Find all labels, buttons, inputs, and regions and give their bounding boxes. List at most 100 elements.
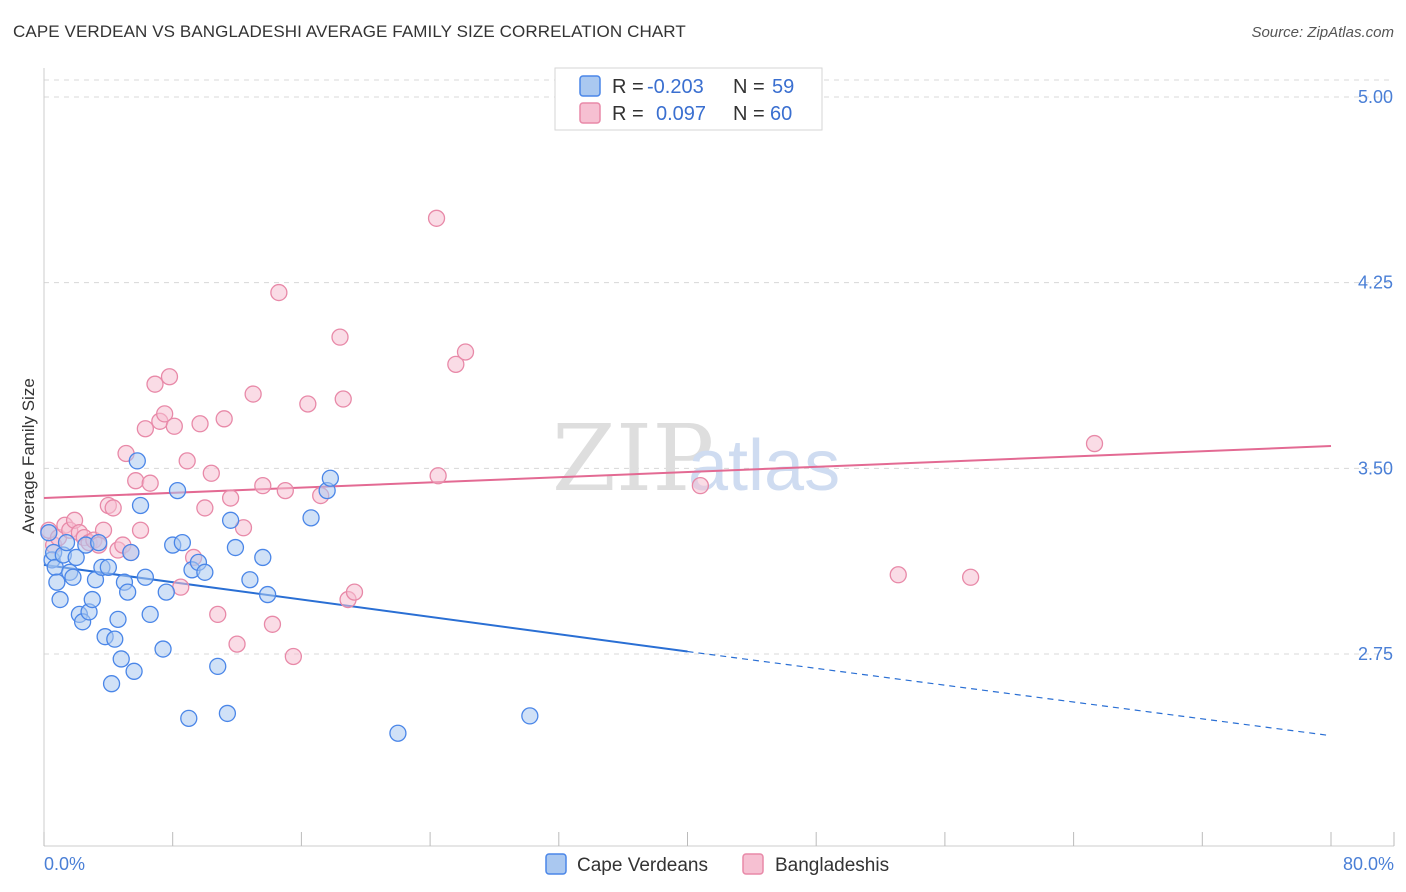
point-cape-verdean	[109, 610, 127, 628]
legend-swatch-pink	[579, 102, 601, 124]
point-bangladeshi	[221, 489, 240, 507]
point-bangladeshi	[141, 474, 159, 492]
series-legend-label-cape-verdeans: Cape Verdeans	[577, 855, 708, 876]
series-legend-swatch-bangladeshis	[742, 853, 764, 875]
point-cape-verdean	[302, 509, 320, 527]
point-bangladeshi	[429, 467, 447, 485]
point-cape-verdean	[196, 563, 214, 581]
point-cape-verdean	[141, 605, 159, 624]
legend-r-value-pink: 0.097	[656, 103, 706, 125]
chart-title: CAPE VERDEAN VS BANGLADESHI AVERAGE FAMI…	[13, 22, 686, 41]
y-tick-label: 3.50	[1358, 458, 1393, 478]
point-cape-verdean	[112, 650, 130, 668]
y-axis-title: Average Family Size	[19, 378, 38, 534]
point-cape-verdean	[226, 538, 245, 557]
x-tick-label-min: 0.0%	[44, 854, 85, 874]
point-bangladeshi	[427, 209, 446, 227]
point-bangladeshi	[961, 568, 980, 586]
point-bangladeshi	[104, 499, 122, 517]
point-bangladeshi	[209, 605, 227, 624]
y-tick-label: 4.25	[1358, 273, 1393, 293]
point-bangladeshi	[228, 635, 246, 653]
point-cape-verdean	[67, 548, 85, 567]
point-cape-verdean	[131, 496, 150, 515]
point-cape-verdean	[173, 533, 192, 552]
point-bangladeshi	[263, 615, 282, 633]
legend-r-value-blue: -0.203	[647, 76, 704, 98]
legend-n-label-pink: N =	[733, 103, 765, 125]
point-bangladeshi	[691, 477, 710, 495]
point-bangladeshi	[889, 566, 907, 584]
point-bangladeshi	[165, 417, 183, 435]
y-tick-label: 5.00	[1358, 87, 1393, 107]
point-cape-verdean	[57, 533, 76, 552]
point-bangladeshi	[447, 355, 465, 374]
point-cape-verdean	[40, 524, 58, 542]
point-bangladeshi	[334, 390, 352, 408]
watermark-zip: ZIP	[552, 405, 714, 512]
point-bangladeshi	[276, 481, 294, 500]
point-cape-verdean	[99, 558, 117, 577]
point-bangladeshi	[156, 405, 174, 423]
point-cape-verdean	[180, 709, 198, 728]
point-cape-verdean	[521, 707, 539, 725]
trend-line-cape-verdeans-extrapolated	[687, 650, 1332, 737]
point-cape-verdean	[321, 469, 340, 487]
grid-lines	[44, 79, 1394, 655]
x-tick-label-max: 80.0%	[1343, 854, 1394, 874]
legend-n-value-pink: 60	[770, 103, 792, 125]
point-bangladeshi	[160, 368, 179, 386]
point-cape-verdean	[64, 568, 82, 586]
stats-legend: R = -0.203 N = 59 R = 0.097 N = 60	[554, 67, 823, 131]
point-bangladeshi	[345, 583, 364, 601]
point-cape-verdean	[254, 548, 272, 567]
point-cape-verdean	[83, 590, 101, 609]
point-cape-verdean	[119, 583, 137, 601]
series-legend: Cape Verdeans Bangladeshis	[545, 853, 889, 876]
point-bangladeshi	[131, 521, 150, 539]
point-bangladeshi	[254, 477, 272, 495]
point-cape-verdean	[122, 543, 140, 562]
x-ticks	[43, 832, 1395, 846]
point-cape-verdean	[128, 452, 146, 470]
point-cape-verdean	[258, 585, 277, 604]
point-bangladeshi	[1085, 434, 1104, 453]
point-cape-verdean	[241, 571, 259, 589]
point-bangladeshi	[196, 499, 214, 517]
point-bangladeshi	[202, 464, 220, 482]
point-bangladeshi	[331, 328, 349, 346]
point-cape-verdean	[221, 511, 240, 529]
point-cape-verdean	[136, 568, 155, 586]
point-bangladeshi	[215, 410, 233, 428]
point-cape-verdean	[389, 724, 407, 742]
axes	[43, 68, 1394, 847]
point-cape-verdean	[90, 533, 108, 552]
legend-n-value-blue: 59	[772, 76, 794, 98]
point-bangladeshi	[136, 420, 155, 438]
point-cape-verdean	[125, 662, 143, 680]
data-points	[40, 209, 1104, 742]
point-bangladeshi	[146, 375, 164, 393]
source-label: Source: ZipAtlas.com	[1251, 24, 1394, 41]
point-cape-verdean	[218, 704, 237, 723]
series-legend-swatch-cape-verdeans	[545, 853, 567, 875]
y-tick-label: 2.75	[1358, 644, 1393, 664]
point-bangladeshi	[234, 519, 253, 537]
legend-n-label-blue: N =	[733, 76, 765, 98]
point-cape-verdean	[106, 630, 124, 648]
point-bangladeshi	[299, 395, 317, 413]
point-bangladeshi	[191, 415, 209, 433]
point-bangladeshi	[270, 283, 288, 302]
point-cape-verdean	[154, 640, 172, 658]
point-bangladeshi	[127, 472, 145, 490]
point-bangladeshi	[178, 452, 196, 470]
y-tick-labels: 2.75 3.50 4.25 5.00	[1358, 87, 1393, 664]
point-cape-verdean	[102, 675, 121, 693]
point-cape-verdean	[209, 657, 227, 676]
legend-r-label-blue: R =	[612, 76, 644, 98]
legend-r-label-pink: R =	[612, 103, 644, 125]
watermark: ZIP atlas	[552, 405, 840, 512]
point-bangladeshi	[284, 647, 303, 666]
point-bangladeshi	[244, 385, 262, 403]
